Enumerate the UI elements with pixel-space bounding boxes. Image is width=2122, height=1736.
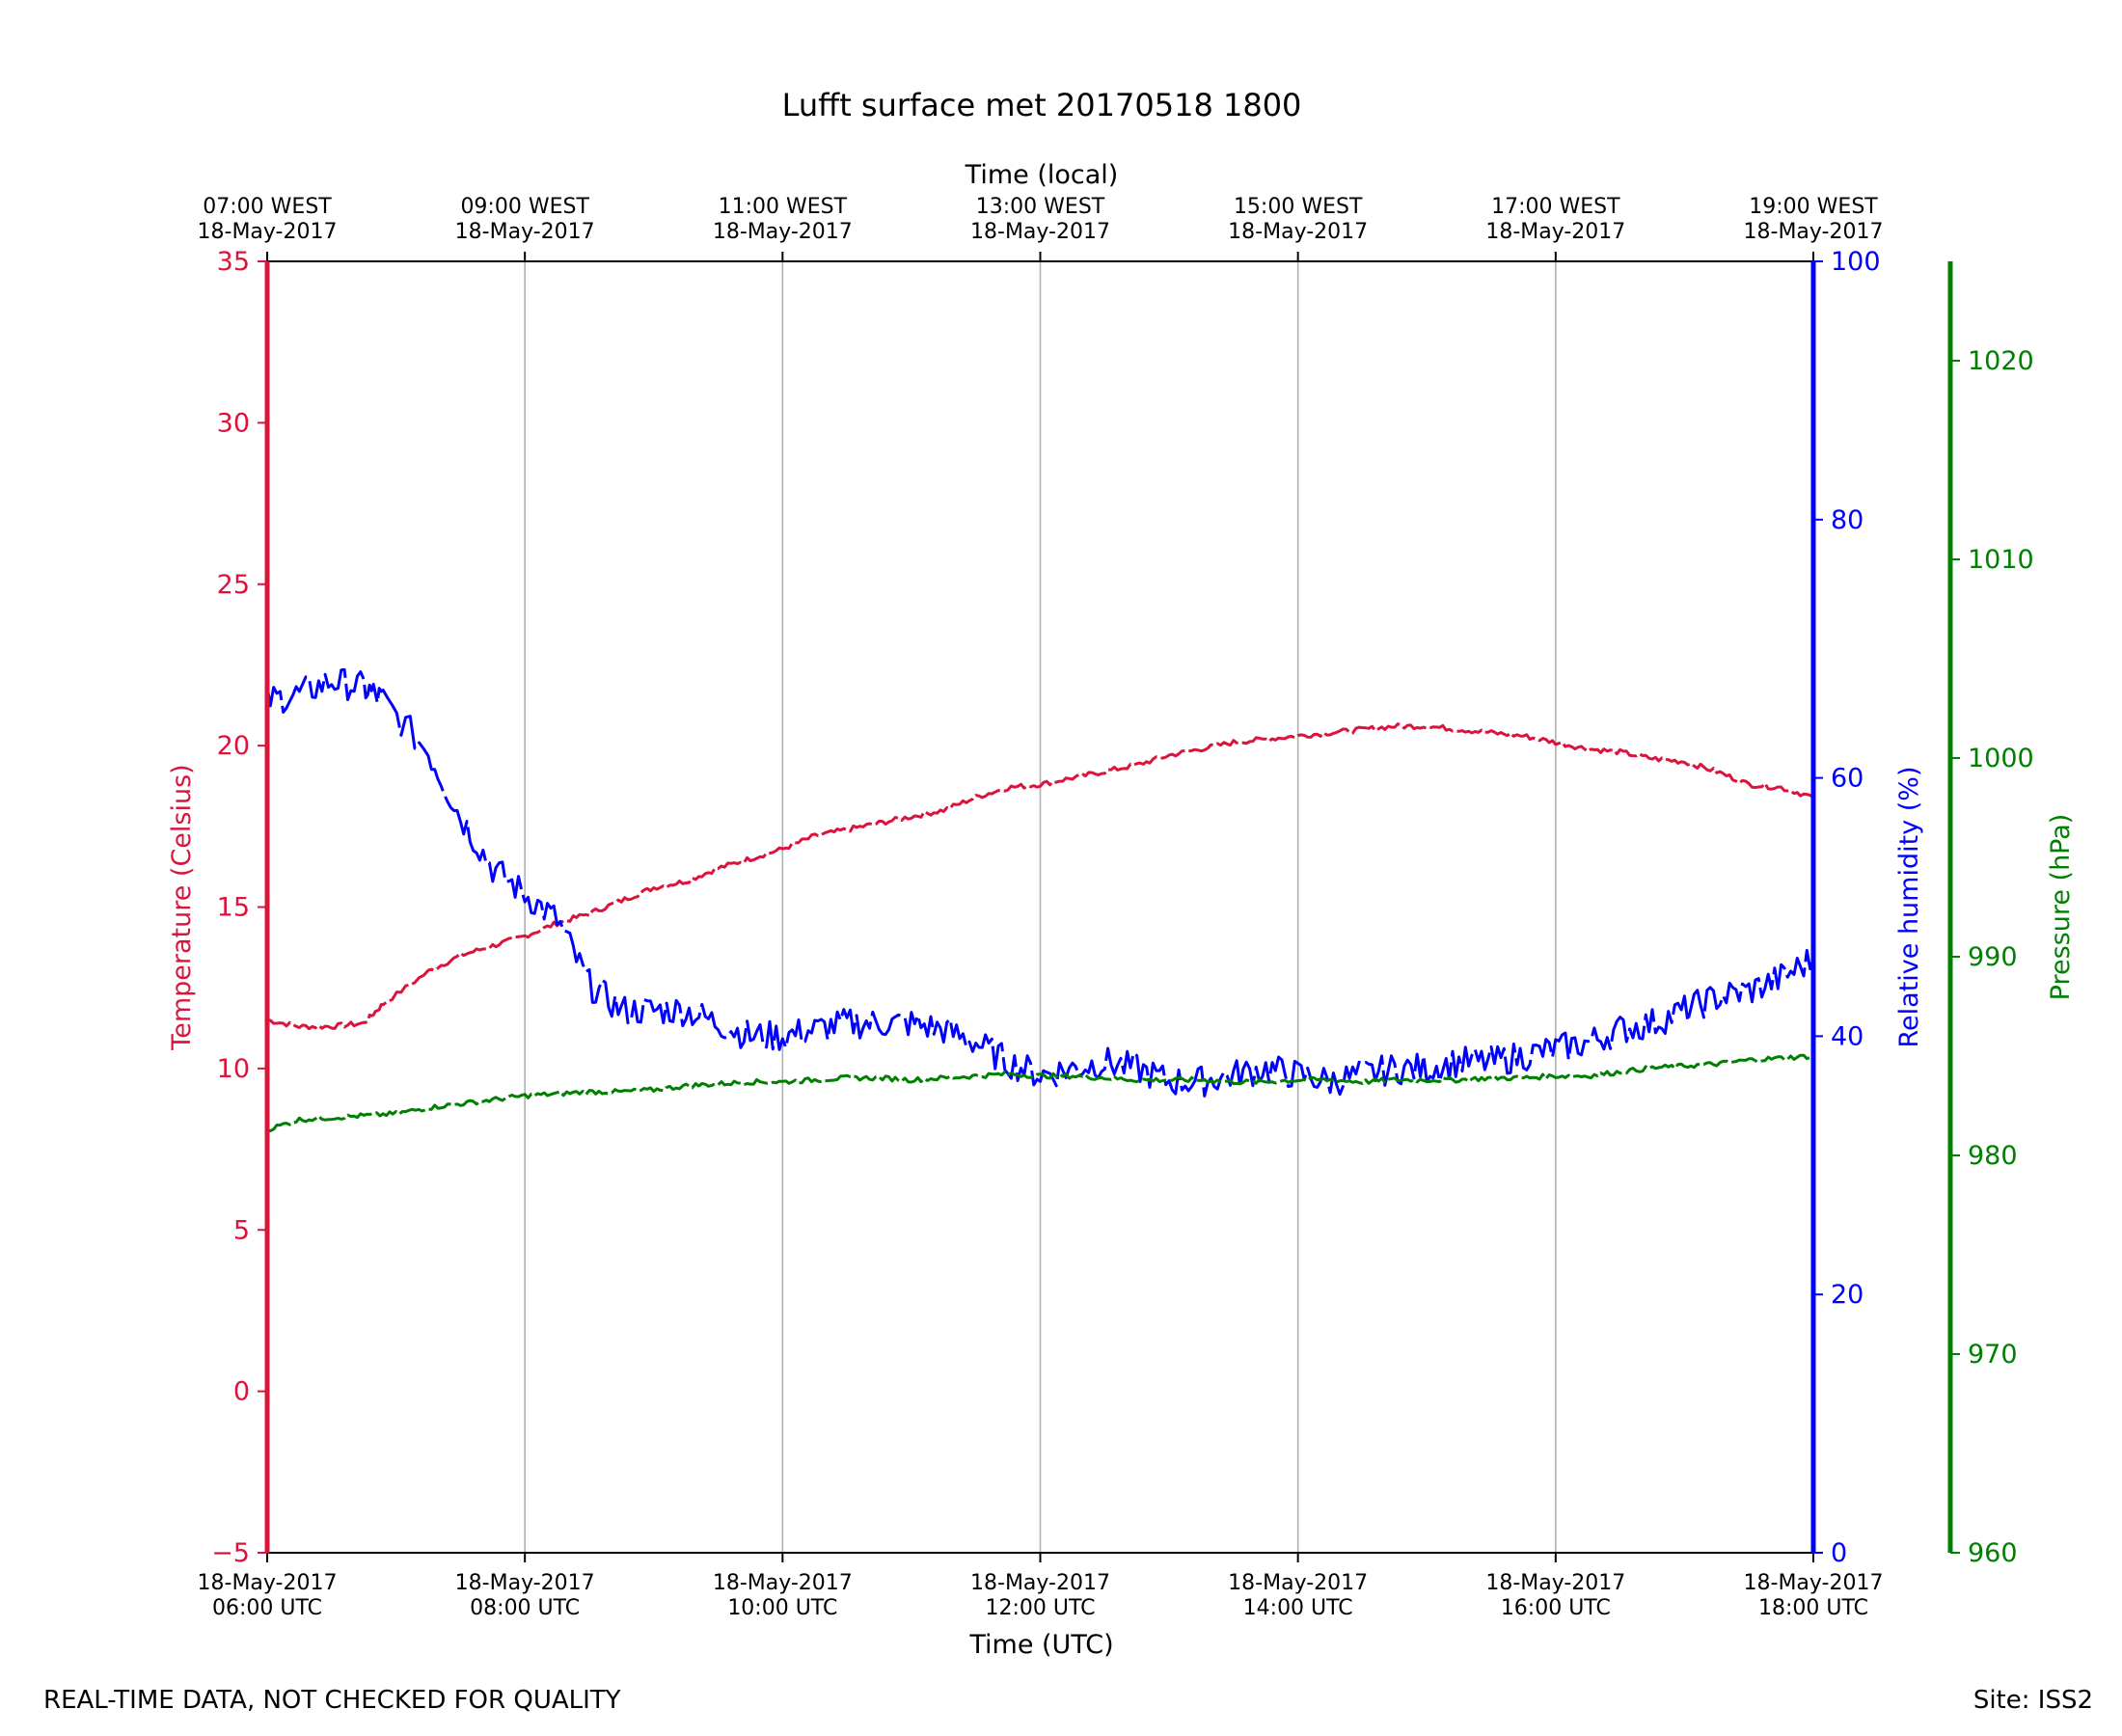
x-tick-label-local-date: 18-May-2017 [970, 220, 1110, 244]
y-axis-label-pressure: Pressure (hPa) [2046, 814, 2076, 1001]
x-tick-label-local-date: 18-May-2017 [455, 220, 595, 244]
y-tick-label-pressure: 1000 [1968, 744, 2034, 773]
y-tick-label-pressure: 960 [1968, 1538, 2018, 1568]
x-tick-label-local-date: 18-May-2017 [198, 220, 338, 244]
x-tick-label-local: 15:00 WEST [1234, 195, 1363, 219]
y-axis-label-temperature: Temperature (Celsius) [167, 764, 197, 1050]
grid-layer [266, 261, 1814, 1553]
chart-title: Lufft surface met 20170518 1800 [782, 87, 1302, 123]
y-tick-label-temperature: 5 [233, 1215, 250, 1245]
x-tick-label-utc: 16:00 UTC [1501, 1596, 1611, 1620]
quality-disclaimer: REAL-TIME DATA, NOT CHECKED FOR QUALITY [43, 1686, 621, 1715]
y-tick-label-temperature: 15 [217, 893, 250, 923]
y-tick-label-pressure: 1020 [1968, 346, 2034, 376]
x-tick-label-utc: 18:00 UTC [1758, 1596, 1868, 1620]
y-tick-label-humidity: 60 [1831, 764, 1864, 794]
y-tick-label-temperature: 30 [217, 408, 250, 438]
y-tick-label-temperature: 25 [217, 570, 250, 600]
series-line-temperature [266, 722, 1814, 1031]
y-tick-label-humidity: 0 [1831, 1538, 1847, 1568]
x-tick-label-utc: 06:00 UTC [212, 1596, 322, 1620]
x-tick-label-local-date: 18-May-2017 [1485, 220, 1625, 244]
x-tick-label-local: 17:00 WEST [1491, 195, 1620, 219]
y-tick-label-temperature: 35 [217, 247, 250, 277]
x-tick-label-utc: 14:00 UTC [1243, 1596, 1353, 1620]
y-tick-label-temperature: −5 [211, 1538, 250, 1568]
x-tick-label-local: 19:00 WEST [1749, 195, 1878, 219]
y-tick-label-temperature: 10 [217, 1054, 250, 1084]
x-tick-label-local: 11:00 WEST [719, 195, 848, 219]
x-tick-label-date: 18-May-2017 [713, 1571, 853, 1595]
y-tick-label-pressure: 980 [1968, 1141, 2018, 1171]
x-tick-label-utc: 10:00 UTC [727, 1596, 837, 1620]
y-tick-label-humidity: 100 [1831, 247, 1881, 277]
x-tick-label-date: 18-May-2017 [455, 1571, 595, 1595]
series-layer [265, 667, 1815, 1133]
y-tick-label-pressure: 990 [1968, 942, 2018, 972]
x-tick-label-date: 18-May-2017 [970, 1571, 1110, 1595]
series-line-pressure [266, 1053, 1814, 1133]
x-tick-label-utc: 08:00 UTC [470, 1596, 580, 1620]
x-tick-label-local-date: 18-May-2017 [1744, 220, 1884, 244]
x-tick-label-date: 18-May-2017 [198, 1571, 338, 1595]
x-tick-label-date: 18-May-2017 [1744, 1571, 1884, 1595]
y-tick-label-temperature: 20 [217, 731, 250, 761]
y-tick-label-humidity: 80 [1831, 505, 1864, 535]
x-tick-label-local-date: 18-May-2017 [1228, 220, 1368, 244]
y-axis-label-humidity: Relative humidity (%) [1894, 766, 1924, 1047]
top-axis-label: Time (local) [965, 160, 1119, 190]
axes-layer [264, 260, 1953, 1554]
y-tick-label-humidity: 20 [1831, 1280, 1864, 1310]
x-tick-label-local: 07:00 WEST [203, 195, 332, 219]
x-tick-label-utc: 12:00 UTC [985, 1596, 1095, 1620]
x-axis-label: Time (UTC) [968, 1630, 1113, 1660]
y-tick-label-temperature: 0 [233, 1377, 250, 1407]
x-tick-label-date: 18-May-2017 [1228, 1571, 1368, 1595]
site-label: Site: ISS2 [1972, 1686, 2093, 1715]
x-tick-label-local: 09:00 WEST [460, 195, 589, 219]
y-tick-label-pressure: 970 [1968, 1340, 2018, 1370]
y-tick-label-humidity: 40 [1831, 1021, 1864, 1051]
x-tick-label-local: 13:00 WEST [976, 195, 1105, 219]
x-tick-label-date: 18-May-2017 [1485, 1571, 1625, 1595]
x-tick-label-local-date: 18-May-2017 [713, 220, 853, 244]
y-tick-label-pressure: 1010 [1968, 545, 2034, 575]
series-line-relative-humidity [265, 667, 1815, 1098]
